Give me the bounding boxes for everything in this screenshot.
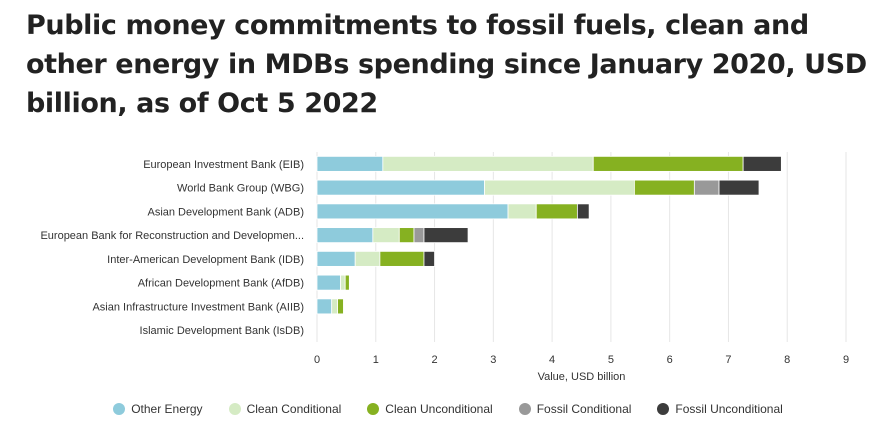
bar-segment[interactable]: [413, 227, 425, 244]
legend-label: Fossil Conditional: [536, 402, 632, 416]
x-tick-label: 7: [725, 354, 731, 366]
bar-segment[interactable]: [344, 274, 350, 291]
category-label: Asian Infrastructure Investment Bank (AI…: [92, 301, 304, 313]
category-label: African Development Bank (AfDB): [138, 278, 304, 290]
bar-segment[interactable]: [372, 227, 400, 244]
legend-label: Fossil Unconditional: [675, 402, 783, 416]
bar-segment[interactable]: [484, 179, 635, 196]
legend-swatch: [113, 403, 126, 415]
category-label: Asian Development Bank (ADB): [147, 206, 304, 218]
x-tick-label: 5: [608, 354, 614, 366]
bar-segment[interactable]: [592, 155, 744, 172]
bar-segment[interactable]: [742, 155, 782, 172]
bars: [316, 155, 782, 315]
x-tick-label: 0: [314, 354, 320, 366]
bar-segment[interactable]: [316, 250, 356, 267]
bar-segment[interactable]: [316, 203, 509, 220]
x-tick-label: 4: [549, 354, 555, 366]
x-tick-label: 6: [667, 354, 673, 366]
bar-segment[interactable]: [423, 250, 435, 267]
legend-item[interactable]: Other Energy: [113, 402, 203, 416]
bar-segment[interactable]: [634, 179, 695, 196]
bar-segment[interactable]: [507, 203, 537, 220]
bar-segment[interactable]: [316, 274, 341, 291]
bar-segment[interactable]: [316, 179, 485, 196]
legend-item[interactable]: Clean Conditional: [228, 402, 342, 416]
legend: Other Energy Clean Conditional Clean Uncon…: [0, 399, 896, 419]
bar-segment[interactable]: [382, 155, 594, 172]
bar-segment[interactable]: [379, 250, 425, 267]
category-label: European Bank for Reconstruction and Dev…: [40, 230, 304, 242]
bar-segment[interactable]: [576, 203, 590, 220]
x-tick-label: 8: [784, 354, 790, 366]
chart-title: Public money commitments to fossil fuels…: [26, 10, 867, 119]
legend-swatch: [657, 403, 670, 415]
bar-segment[interactable]: [718, 179, 760, 196]
x-axis-title: Value, USD billion: [538, 371, 626, 383]
category-label: World Bank Group (WBG): [177, 183, 304, 195]
x-tick-label: 1: [373, 354, 379, 366]
bar-segment[interactable]: [340, 274, 346, 291]
category-label: Inter-American Development Bank (IDB): [107, 254, 304, 266]
x-tick-label: 3: [490, 354, 496, 366]
bar-chart: 0 1 2 3 4 5 6 7 8 9 European Investment Bank (EIB…: [40, 152, 849, 383]
legend-item[interactable]: Clean Unconditional: [367, 402, 493, 416]
x-tick-label: 2: [431, 354, 437, 366]
bar-segment[interactable]: [316, 155, 384, 172]
legend-swatch: [518, 403, 531, 415]
x-axis-ticks: 0 1 2 3 4 5 6 7 8 9: [314, 354, 849, 366]
legend-item[interactable]: Fossil Conditional: [518, 402, 632, 416]
bar-segment[interactable]: [331, 298, 338, 315]
legend-swatch: [228, 403, 241, 415]
bar-segment[interactable]: [398, 227, 415, 244]
x-tick-label: 9: [843, 354, 849, 366]
bar-segment[interactable]: [337, 298, 344, 315]
bar-segment[interactable]: [535, 203, 578, 220]
bar-segment[interactable]: [693, 179, 720, 196]
bar-segment[interactable]: [423, 227, 469, 244]
category-label: European Investment Bank (EIB): [143, 159, 304, 171]
category-labels: European Investment Bank (EIB) World Bank…: [40, 159, 304, 337]
legend-label: Clean Conditional: [246, 402, 342, 416]
legend-label: Clean Unconditional: [385, 402, 493, 416]
bar-segment[interactable]: [316, 227, 374, 244]
legend-item[interactable]: Fossil Unconditional: [657, 402, 783, 416]
bar-segment[interactable]: [316, 298, 333, 315]
legend-label: Other Energy: [131, 402, 203, 416]
category-label: Islamic Development Bank (IsDB): [140, 325, 304, 337]
legend-swatch: [367, 403, 380, 415]
bar-segment[interactable]: [354, 250, 381, 267]
